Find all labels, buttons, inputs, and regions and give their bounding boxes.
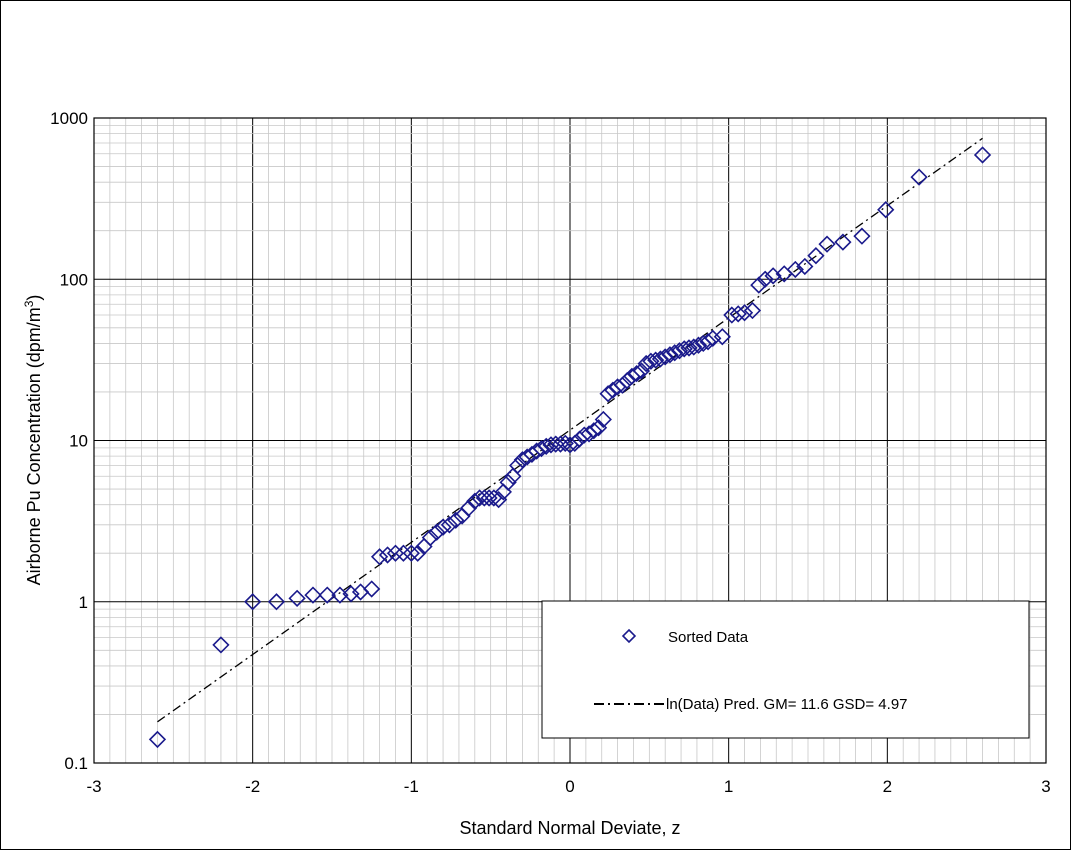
data-point [363, 580, 381, 598]
data-point [743, 301, 762, 320]
data-point [466, 492, 484, 510]
data-point [689, 336, 708, 354]
x-tick-label: 3 [1041, 777, 1050, 796]
data-point [713, 328, 731, 346]
x-tick-label: 2 [883, 777, 892, 796]
data-point [599, 385, 617, 403]
data-point [570, 430, 589, 448]
data-point [834, 233, 852, 251]
data-point [394, 544, 413, 562]
y-tick-label: 1000 [50, 109, 88, 128]
y-axis-label: Airborne Pu Concentration (dpm/m3) [22, 295, 44, 586]
legend: Sorted Data ln(Data) Pred. GM= 11.6 GSD=… [541, 600, 1030, 739]
data-point [288, 589, 306, 607]
x-tick-label: -1 [404, 777, 419, 796]
data-point [613, 376, 631, 394]
y-axis-label-close: ) [24, 295, 44, 301]
data-point [656, 348, 674, 366]
data-point [675, 340, 693, 358]
data-point [594, 410, 612, 429]
x-tick-label: -3 [86, 777, 101, 796]
data-point [704, 329, 722, 347]
data-point [618, 372, 636, 390]
y-tick-label: 0.1 [64, 754, 88, 773]
data-point [532, 440, 551, 458]
data-point [499, 473, 517, 491]
legend-box [541, 600, 1030, 739]
data-point [632, 362, 651, 380]
data-point [756, 270, 774, 288]
data-point [786, 260, 804, 279]
data-point [318, 586, 336, 604]
y-axis-label-superscript: 3 [22, 300, 36, 307]
data-point [244, 593, 262, 611]
data-point [685, 338, 703, 356]
data-point [267, 593, 286, 611]
data-point [428, 523, 446, 541]
data-point [628, 364, 646, 383]
legend-label-fit-line: ln(Data) Pred. GM= 11.6 GSD= 4.97 [666, 696, 908, 713]
data-point [666, 344, 684, 362]
data-point [212, 636, 230, 654]
data-point [853, 227, 871, 245]
legend-label-sorted-data: Sorted Data [668, 629, 749, 646]
data-point [680, 339, 698, 357]
data-point [370, 548, 389, 566]
data-point [877, 201, 895, 219]
data-point [148, 730, 167, 749]
data-point [796, 257, 814, 276]
data-point [647, 351, 665, 369]
x-tick-label: 1 [724, 777, 733, 796]
data-point [547, 435, 565, 453]
data-points [148, 146, 992, 749]
data-point [818, 235, 836, 253]
data-point [735, 304, 754, 322]
data-point [440, 516, 459, 534]
data-point [489, 490, 508, 509]
data-point [459, 499, 478, 517]
y-tick-label: 100 [60, 270, 88, 289]
y-axis-label-main: Airborne Pu Concentration (dpm/m [24, 307, 44, 585]
y-tick-label: 10 [69, 432, 88, 451]
tick-labels: -3 -2 -1 0 1 2 3 0.1 1 10 100 1000 [50, 109, 1051, 796]
data-point [342, 585, 360, 603]
data-point [699, 333, 717, 351]
data-point [542, 436, 560, 454]
data-point [637, 354, 655, 373]
data-point [642, 352, 660, 370]
data-point [447, 511, 465, 529]
data-point [421, 528, 440, 547]
data-point [537, 437, 555, 455]
data-point [729, 305, 747, 323]
x-tick-label: 0 [565, 777, 574, 796]
data-point [402, 544, 420, 562]
data-point [807, 247, 825, 265]
y-tick-label: 1 [79, 593, 88, 612]
data-point [661, 346, 679, 364]
data-point [304, 586, 322, 604]
data-point [589, 419, 608, 437]
legend-diamond-marker [621, 628, 637, 644]
data-point [434, 518, 452, 536]
data-point [750, 276, 768, 294]
data-point [386, 544, 405, 562]
data-point [509, 456, 527, 475]
data-point [566, 434, 584, 452]
data-point [585, 422, 603, 440]
data-point [378, 546, 397, 564]
data-point [651, 350, 670, 368]
data-point [670, 342, 689, 360]
plot-area [93, 117, 1047, 764]
data-point [973, 146, 992, 164]
data-point [409, 544, 427, 562]
data-point [910, 168, 928, 186]
x-tick-label: -2 [245, 777, 260, 796]
x-axis-label: Standard Normal Deviate, z [459, 818, 680, 838]
